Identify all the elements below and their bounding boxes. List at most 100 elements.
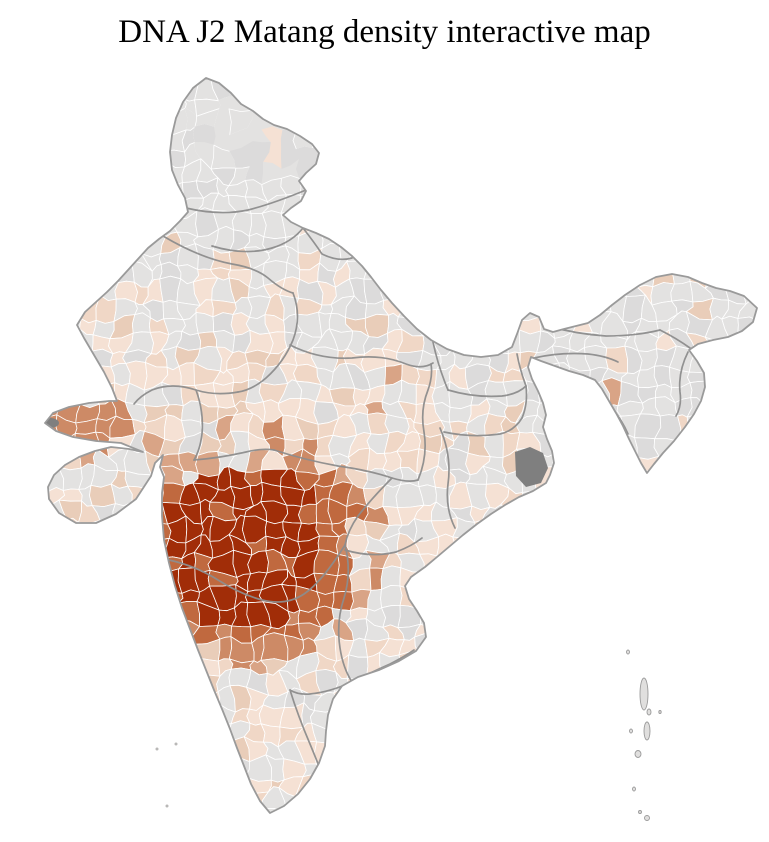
district-cell[interactable] — [639, 158, 660, 187]
district-cell[interactable] — [46, 108, 64, 134]
district-cell[interactable] — [75, 566, 100, 589]
district-cell[interactable] — [551, 685, 576, 712]
district-cell[interactable] — [755, 585, 769, 605]
district-cell[interactable] — [485, 261, 506, 288]
district-cell[interactable] — [502, 552, 526, 573]
district-cell[interactable] — [23, 829, 48, 842]
district-cell[interactable] — [309, 146, 335, 169]
district-cell[interactable] — [721, 346, 743, 370]
district-cell[interactable] — [720, 654, 746, 679]
district-cell[interactable] — [329, 141, 351, 169]
district-cell[interactable] — [500, 788, 524, 813]
district-cell[interactable] — [484, 810, 505, 831]
district-cell[interactable] — [44, 362, 65, 390]
district-cell[interactable] — [687, 757, 709, 779]
district-cell[interactable] — [178, 752, 202, 780]
district-cell[interactable] — [41, 345, 68, 371]
district-cell[interactable] — [724, 196, 748, 220]
district-cell[interactable] — [43, 164, 67, 182]
district-cell[interactable] — [148, 653, 166, 672]
district-cell[interactable] — [24, 690, 49, 714]
district-cell[interactable] — [586, 589, 611, 612]
district-cell[interactable] — [124, 687, 152, 713]
district-cell[interactable] — [32, 655, 50, 674]
district-cell[interactable] — [447, 144, 468, 167]
district-cell[interactable] — [643, 775, 657, 797]
district-cell[interactable] — [638, 574, 662, 589]
district-cell[interactable] — [363, 97, 389, 110]
district-cell[interactable] — [107, 788, 133, 808]
district-cell[interactable] — [539, 229, 559, 252]
district-cell[interactable] — [719, 451, 747, 471]
district-cell[interactable] — [722, 125, 744, 153]
district-cell[interactable] — [59, 685, 83, 705]
district-cell[interactable] — [464, 314, 486, 336]
district-cell[interactable] — [481, 127, 510, 152]
district-cell[interactable] — [533, 773, 554, 799]
district-cell[interactable] — [110, 566, 136, 591]
district-cell[interactable] — [399, 59, 420, 85]
district-cell[interactable] — [176, 806, 196, 831]
district-cell[interactable] — [618, 534, 647, 559]
district-cell[interactable] — [760, 350, 769, 374]
district-cell[interactable] — [484, 552, 506, 575]
district-cell[interactable] — [23, 227, 42, 252]
district-cell[interactable] — [396, 787, 421, 814]
district-cell[interactable] — [704, 416, 730, 436]
district-cell[interactable] — [107, 773, 132, 797]
district-cell[interactable] — [520, 788, 541, 814]
district-cell[interactable] — [167, 198, 178, 220]
district-cell[interactable] — [481, 314, 510, 336]
district-cell[interactable] — [719, 584, 747, 606]
district-cell[interactable] — [481, 82, 507, 102]
district-cell[interactable] — [93, 266, 119, 283]
district-cell[interactable] — [686, 94, 711, 118]
district-cell[interactable] — [736, 198, 761, 220]
district-cell[interactable] — [465, 683, 493, 709]
district-cell[interactable] — [346, 165, 367, 179]
district-cell[interactable] — [505, 519, 526, 538]
district-cell[interactable] — [737, 757, 762, 782]
district-cell[interactable] — [369, 690, 389, 714]
district-cell[interactable] — [382, 128, 408, 153]
district-cell[interactable] — [501, 654, 525, 678]
district-cell[interactable] — [90, 704, 118, 727]
district-cell[interactable] — [744, 807, 757, 827]
district-cell[interactable] — [43, 789, 63, 816]
district-cell[interactable] — [606, 166, 629, 181]
district-cell[interactable] — [531, 518, 557, 542]
district-cell[interactable] — [487, 162, 509, 183]
district-cell[interactable] — [432, 316, 453, 337]
district-cell[interactable] — [669, 570, 694, 591]
district-cell[interactable] — [447, 129, 470, 148]
district-cell[interactable] — [551, 669, 574, 691]
district-cell[interactable] — [570, 191, 593, 220]
district-cell[interactable] — [684, 447, 710, 472]
district-cell[interactable] — [685, 669, 711, 696]
district-cell[interactable] — [550, 719, 578, 744]
district-cell[interactable] — [501, 77, 527, 103]
district-cell[interactable] — [602, 65, 627, 81]
district-cell[interactable] — [91, 159, 118, 187]
district-cell[interactable] — [23, 465, 50, 492]
district-cell[interactable] — [429, 229, 454, 255]
district-cell[interactable] — [685, 467, 709, 493]
district-cell[interactable] — [550, 536, 576, 557]
district-cell[interactable] — [423, 571, 435, 588]
district-cell[interactable] — [453, 674, 476, 693]
district-cell[interactable] — [741, 243, 765, 270]
district-cell[interactable] — [56, 92, 79, 110]
district-cell[interactable] — [76, 756, 94, 774]
district-cell[interactable] — [626, 831, 645, 842]
district-cell[interactable] — [402, 280, 425, 302]
district-cell[interactable] — [583, 805, 612, 831]
district-cell[interactable] — [59, 702, 84, 726]
district-cell[interactable] — [46, 771, 66, 794]
district-cell[interactable] — [701, 638, 728, 663]
district-cell[interactable] — [418, 652, 441, 679]
district-cell[interactable] — [643, 113, 661, 129]
district-cell[interactable] — [330, 199, 349, 216]
district-cell[interactable] — [533, 795, 560, 813]
district-cell[interactable] — [455, 810, 475, 824]
district-cell[interactable] — [489, 826, 504, 842]
